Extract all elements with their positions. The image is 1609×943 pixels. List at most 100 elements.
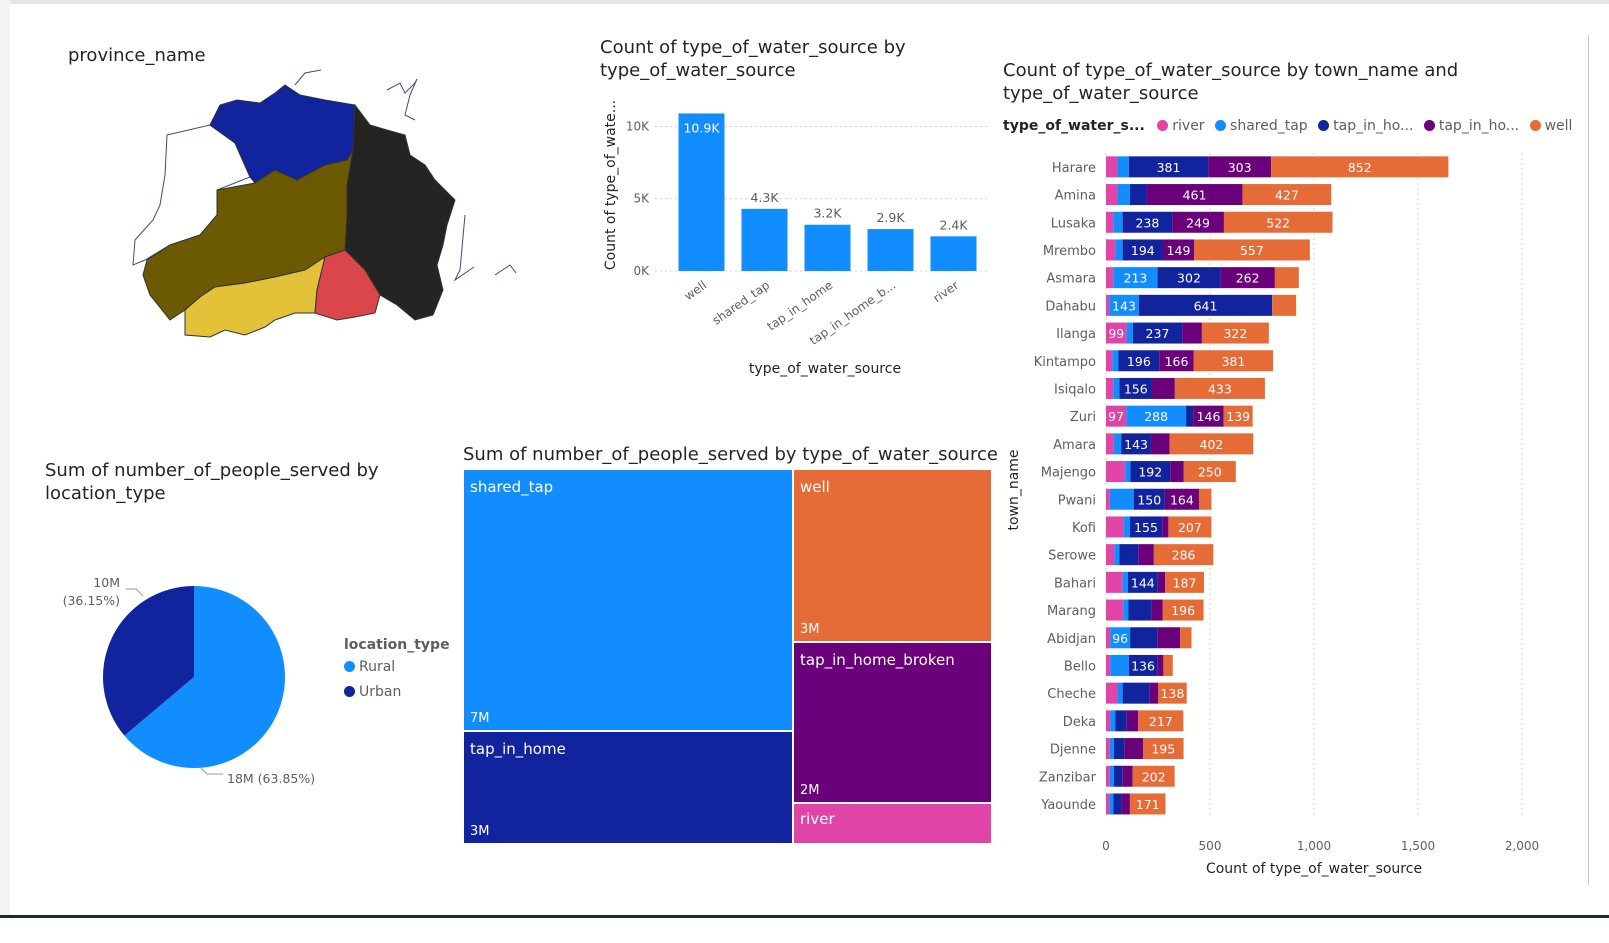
treemap-tile-tap-in-home[interactable]: tap_in_home 3M [463, 731, 793, 844]
bar-segment [1165, 571, 1204, 593]
data-label: 303 [1228, 160, 1252, 175]
bar-segment [1106, 433, 1114, 455]
data-label: 143 [1124, 437, 1148, 452]
y-tick-label: Pwani [1058, 493, 1096, 508]
data-label: 156 [1124, 381, 1148, 396]
bar-segment [1122, 239, 1163, 261]
data-label: 557 [1240, 243, 1264, 258]
treemap-tile-well[interactable]: well 3M [793, 469, 992, 642]
bar-segment [1106, 211, 1114, 233]
bar-segment [1129, 793, 1166, 815]
legend-dot-icon [1423, 120, 1435, 131]
legend-title: type_of_water_s... [1003, 118, 1145, 134]
map-region-red[interactable] [314, 249, 381, 321]
legend-item-well[interactable]: well [1529, 118, 1572, 134]
legend-item-tap-in-home-broken[interactable]: tap_in_ho... [1423, 118, 1520, 134]
bar-segment [1162, 599, 1204, 621]
bar-segment [1130, 461, 1171, 483]
bar-segment [1106, 599, 1124, 621]
legend-item-shared-tap[interactable]: shared_tap [1215, 118, 1308, 134]
bar-segment [1115, 710, 1127, 732]
data-label: 250 [1198, 465, 1222, 480]
y-tick-label: Majengo [1041, 466, 1096, 481]
bar-segment [1113, 793, 1122, 815]
legend-item-tap-in-home[interactable]: tap_in_ho... [1318, 118, 1413, 134]
pie-legend-item-rural[interactable]: Rural [344, 659, 450, 675]
bar-segment [1201, 322, 1269, 344]
bar-segment [1113, 211, 1123, 233]
bar-segment [1163, 654, 1173, 676]
treemap-tile-river[interactable]: river [793, 803, 992, 844]
bar-segment [1117, 184, 1130, 206]
data-label: 164 [1170, 492, 1194, 507]
treemap-tile-shared-tap[interactable]: shared_tap 7M [463, 469, 793, 731]
stacked-chart-title-line-1: Count of type_of_water_source by town_na… [1003, 60, 1459, 81]
bar-segment [1193, 239, 1310, 261]
treemap-tile-tap-in-home-broken[interactable]: tap_in_home_broken 2M [793, 642, 992, 803]
data-label: 2.9K [876, 210, 905, 225]
bar [804, 224, 851, 271]
tile-label: well [800, 478, 830, 496]
legend-dot-icon [1318, 120, 1330, 131]
bar-segment [1126, 405, 1187, 427]
bar-segment [1123, 599, 1129, 621]
location-pie-chart[interactable]: 18M (63.85%) 10M (36.15%) [50, 560, 340, 800]
legend-item-river[interactable]: river [1157, 118, 1205, 134]
data-label: 196 [1127, 354, 1151, 369]
data-label: 852 [1348, 160, 1372, 175]
bar-segment [1146, 184, 1243, 206]
bar-segment [1151, 377, 1175, 399]
bar-segment [1153, 544, 1214, 566]
data-label: 150 [1137, 492, 1161, 507]
bar-segment [1113, 765, 1123, 787]
data-label: 97 [1108, 409, 1124, 424]
stacked-chart-title-line-2: type_of_water_source [1003, 83, 1199, 104]
data-label: 149 [1167, 243, 1191, 258]
data-label: 433 [1208, 381, 1232, 396]
pie-chart-title: Sum of number_of_people_served by locati… [45, 459, 379, 505]
pie-legend: location_type Rural Urban [344, 637, 450, 700]
bar-segment [1115, 239, 1123, 261]
pie-legend-title: location_type [344, 637, 450, 653]
bar-segment [1162, 239, 1194, 261]
data-label: 202 [1142, 769, 1166, 784]
bar-segment [1106, 682, 1118, 704]
pie-legend-item-urban[interactable]: Urban [344, 684, 450, 700]
bar-segment [1129, 516, 1163, 538]
bar-segment [1110, 627, 1131, 649]
bar-segment [1132, 765, 1175, 787]
bar-segment [1117, 156, 1129, 178]
tile-label: river [800, 810, 835, 828]
x-tick-label: 0 [1102, 839, 1110, 853]
bar-segment [1109, 294, 1139, 316]
data-label: (36.15%) [63, 593, 120, 608]
data-label: 166 [1165, 354, 1189, 369]
stacked-legend: type_of_water_s... river shared_tap tap_… [1003, 118, 1572, 134]
bar-segment [1132, 322, 1183, 344]
bar-segment [1164, 488, 1199, 510]
data-label: 288 [1144, 409, 1168, 424]
pie-chart-title-line-1: Sum of number_of_people_served by [45, 460, 379, 481]
legend-label: tap_in_ho... [1438, 118, 1520, 134]
bar-segment [1106, 377, 1114, 399]
data-label: 217 [1149, 714, 1173, 729]
data-label: 207 [1178, 520, 1202, 535]
legend-label: shared_tap [1230, 118, 1308, 134]
bar-segment [1150, 433, 1170, 455]
pie-slice [103, 586, 194, 736]
bar-segment [1126, 710, 1139, 732]
data-label: 641 [1194, 298, 1218, 313]
bar-segment [1128, 156, 1209, 178]
province-map[interactable] [125, 65, 520, 365]
treemap-title: Sum of number_of_people_served by type_o… [463, 444, 998, 465]
legend-dot-icon [344, 686, 355, 697]
y-tick-label: Asmara [1046, 272, 1096, 287]
bar-segment [1109, 738, 1114, 760]
bar-chart-title-line-2: type_of_water_source [600, 60, 796, 81]
town-stacked-bar-chart[interactable]: 0 500 1,000 1,500 2,000 Harare 381 303 852 Amina 4… [1000, 145, 1585, 885]
x-tick-label: 2,000 [1505, 839, 1539, 853]
y-tick-label: Harare [1052, 161, 1096, 176]
y-axis-title: town_name [1006, 449, 1022, 530]
bar-segment [1186, 405, 1194, 427]
